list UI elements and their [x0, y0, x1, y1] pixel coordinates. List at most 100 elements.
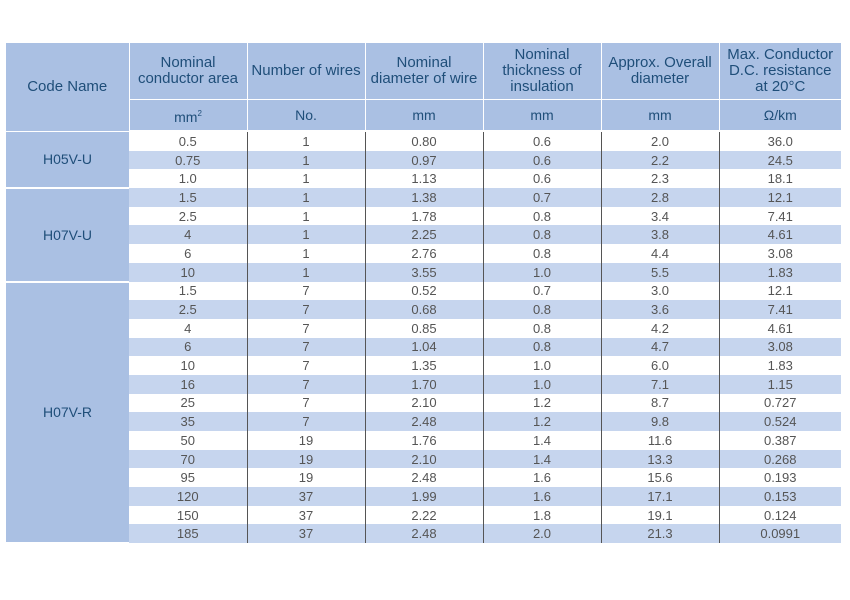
cell-number-of-wires: 7 — [247, 318, 366, 338]
cell-conductor-area: 4 — [129, 318, 248, 338]
cell-overall-diameter: 2.2 — [601, 150, 720, 170]
cell-overall-diameter: 3.6 — [601, 300, 720, 319]
cell-number-of-wires: 7 — [247, 374, 366, 394]
cell-conductor-area: 10 — [129, 356, 248, 375]
cell-overall-diameter: 4.2 — [601, 318, 720, 338]
table-row: 1.0 1 1.13 0.6 2.3 18.1 — [6, 169, 841, 189]
table-row: 6 7 1.04 0.8 4.7 3.08 — [6, 337, 841, 357]
cell-diameter-of-wire: 1.78 — [365, 206, 484, 226]
cell-number-of-wires: 7 — [247, 393, 366, 413]
cell-insulation-thickness: 0.8 — [483, 318, 602, 338]
cell-diameter-of-wire: 0.80 — [365, 131, 484, 151]
cell-diameter-of-wire: 0.52 — [365, 281, 484, 301]
cell-insulation-thickness: 1.0 — [483, 374, 602, 394]
cell-overall-diameter: 4.4 — [601, 244, 720, 263]
table-row: 6 1 2.76 0.8 4.4 3.08 — [6, 244, 841, 263]
cell-diameter-of-wire: 2.48 — [365, 412, 484, 431]
table-row: 10 7 1.35 1.0 6.0 1.83 — [6, 356, 841, 375]
cell-dc-resistance: 0.153 — [719, 487, 841, 506]
table-row: 120 37 1.99 1.6 17.1 0.153 — [6, 487, 841, 506]
table-row: 16 7 1.70 1.0 7.1 1.15 — [6, 374, 841, 394]
table-row: 25 7 2.10 1.2 8.7 0.727 — [6, 393, 841, 413]
cell-dc-resistance: 4.61 — [719, 225, 841, 245]
cell-number-of-wires: 1 — [247, 150, 366, 170]
table-row: 4 7 0.85 0.8 4.2 4.61 — [6, 318, 841, 338]
cell-number-of-wires: 7 — [247, 337, 366, 357]
table-row: 185 37 2.48 2.0 21.3 0.0991 — [6, 524, 841, 544]
cell-dc-resistance: 7.41 — [719, 300, 841, 319]
cell-diameter-of-wire: 0.97 — [365, 150, 484, 170]
units-row: mm2 No. mm mm mm Ω/km — [6, 99, 841, 132]
cell-conductor-area: 0.75 — [129, 150, 248, 170]
code-name-cell: H07V-U — [6, 188, 129, 283]
table-row: H05V-U 0.5 1 0.80 0.6 2.0 36.0 — [6, 131, 841, 190]
cell-insulation-thickness: 0.8 — [483, 206, 602, 226]
table-row: 50 19 1.76 1.4 11.6 0.387 — [6, 431, 841, 450]
cell-insulation-thickness: 1.0 — [483, 262, 602, 282]
cell-dc-resistance: 3.08 — [719, 337, 841, 357]
table-row: 2.5 7 0.68 0.8 3.6 7.41 — [6, 300, 841, 319]
cell-number-of-wires: 19 — [247, 431, 366, 450]
cell-insulation-thickness: 1.6 — [483, 468, 602, 488]
cell-number-of-wires: 1 — [247, 169, 366, 189]
header-dc-resistance: Max. Conductor D.C. resistance at 20°C — [719, 43, 841, 100]
unit-insulation-thickness: mm — [483, 99, 602, 132]
header-insulation-thickness: Nominal thickness of insulation — [483, 43, 602, 100]
table-row: 4 1 2.25 0.8 3.8 4.61 — [6, 225, 841, 245]
cell-insulation-thickness: 1.4 — [483, 431, 602, 450]
cell-conductor-area: 120 — [129, 487, 248, 506]
cell-insulation-thickness: 2.0 — [483, 524, 602, 544]
cell-number-of-wires: 37 — [247, 487, 366, 506]
cell-number-of-wires: 7 — [247, 356, 366, 375]
cell-dc-resistance: 18.1 — [719, 169, 841, 189]
cell-conductor-area: 10 — [129, 262, 248, 282]
cell-diameter-of-wire: 2.25 — [365, 225, 484, 245]
cell-number-of-wires: 1 — [247, 131, 366, 151]
cell-conductor-area: 25 — [129, 393, 248, 413]
table-row: 2.5 1 1.78 0.8 3.4 7.41 — [6, 206, 841, 226]
cell-insulation-thickness: 1.2 — [483, 412, 602, 431]
cell-conductor-area: 1.5 — [129, 188, 248, 207]
cell-diameter-of-wire: 1.76 — [365, 431, 484, 450]
cell-number-of-wires: 19 — [247, 449, 366, 469]
cell-insulation-thickness: 1.8 — [483, 505, 602, 525]
cell-overall-diameter: 2.8 — [601, 188, 720, 207]
header-row: Code Name Nominal conductor area Number … — [6, 43, 841, 132]
cell-diameter-of-wire: 0.85 — [365, 318, 484, 338]
cell-diameter-of-wire: 2.22 — [365, 505, 484, 525]
cable-spec-table: Code Name Nominal conductor area Number … — [6, 43, 841, 545]
cell-dc-resistance: 0.193 — [719, 468, 841, 488]
cell-overall-diameter: 7.1 — [601, 374, 720, 394]
cell-overall-diameter: 6.0 — [601, 356, 720, 375]
cell-insulation-thickness: 0.6 — [483, 169, 602, 189]
cell-dc-resistance: 36.0 — [719, 131, 841, 151]
cell-insulation-thickness: 0.6 — [483, 150, 602, 170]
cell-insulation-thickness: 1.4 — [483, 449, 602, 469]
cell-overall-diameter: 17.1 — [601, 487, 720, 506]
cell-number-of-wires: 1 — [247, 206, 366, 226]
cell-insulation-thickness: 0.8 — [483, 244, 602, 263]
table-row: 10 1 3.55 1.0 5.5 1.83 — [6, 262, 841, 282]
cell-diameter-of-wire: 2.76 — [365, 244, 484, 263]
code-name-cell: H07V-R — [6, 281, 129, 545]
cell-overall-diameter: 5.5 — [601, 262, 720, 282]
cell-number-of-wires: 7 — [247, 281, 366, 301]
table-row: 150 37 2.22 1.8 19.1 0.124 — [6, 505, 841, 525]
code-name-cell: H05V-U — [6, 131, 129, 190]
cell-dc-resistance: 3.08 — [719, 244, 841, 263]
cell-diameter-of-wire: 2.10 — [365, 393, 484, 413]
cell-conductor-area: 2.5 — [129, 300, 248, 319]
cell-dc-resistance: 0.727 — [719, 393, 841, 413]
cell-overall-diameter: 4.7 — [601, 337, 720, 357]
header-code-name: Code Name — [6, 43, 130, 132]
cell-conductor-area: 50 — [129, 431, 248, 450]
cell-diameter-of-wire: 1.70 — [365, 374, 484, 394]
cell-overall-diameter: 11.6 — [601, 431, 720, 450]
cell-overall-diameter: 21.3 — [601, 524, 720, 544]
cell-conductor-area: 1.0 — [129, 169, 248, 189]
cell-dc-resistance: 12.1 — [719, 188, 841, 207]
unit-dc-resistance: Ω/km — [719, 99, 841, 132]
cell-conductor-area: 0.5 — [129, 131, 248, 151]
cell-conductor-area: 70 — [129, 449, 248, 469]
unit-conductor-area-base: mm — [174, 108, 198, 125]
